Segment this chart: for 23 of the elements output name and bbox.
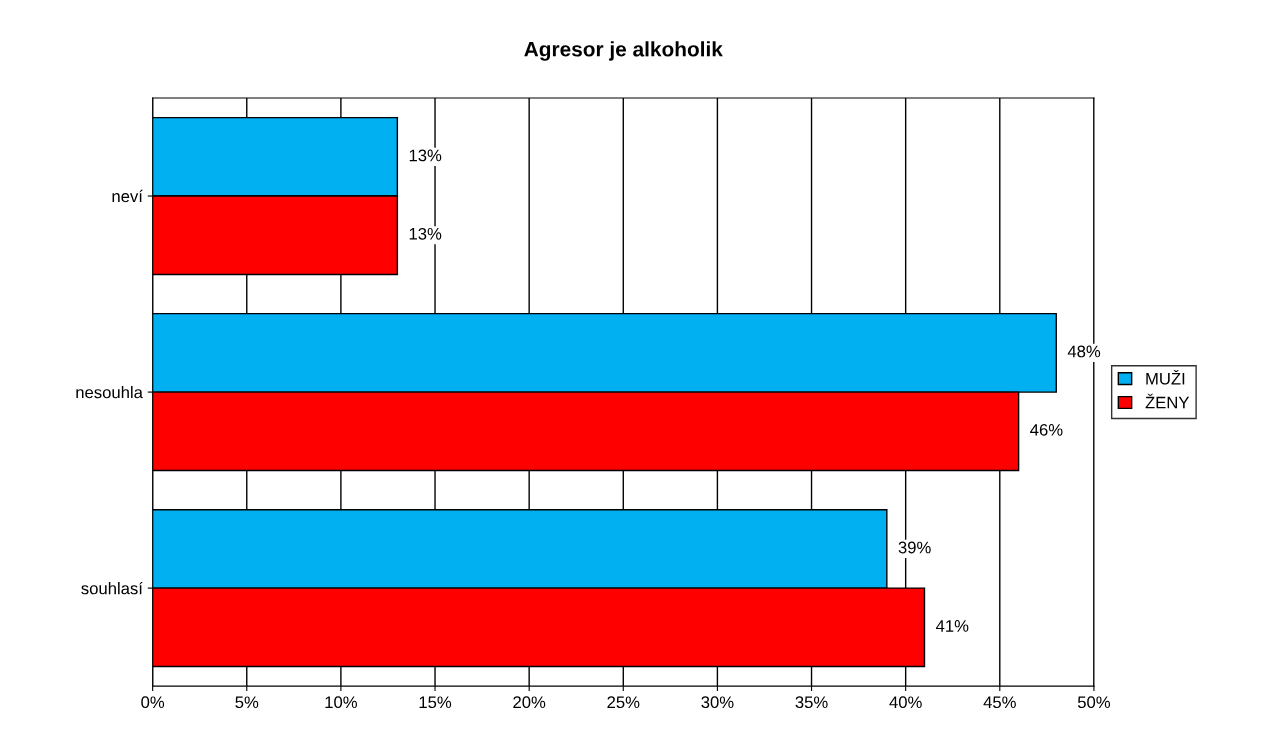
x-tick-label: 0% <box>141 696 165 709</box>
x-tick-label: 10% <box>325 696 357 709</box>
x-tick-label: 40% <box>889 696 922 709</box>
data-label: 41% <box>935 620 969 632</box>
legend-label: ŽENY <box>1145 393 1190 409</box>
x-tick-label: 50% <box>1077 696 1111 709</box>
x-tick-label: 35% <box>795 696 828 709</box>
chart-title: Agresor je alkoholik <box>524 41 723 61</box>
data-label: 13% <box>409 149 442 162</box>
data-label: 13% <box>409 227 442 240</box>
y-tick-label: souhlasí <box>81 581 143 595</box>
x-tick-label: 45% <box>983 696 1016 709</box>
x-tick-label: 20% <box>513 696 546 709</box>
legend-label: MUŽI <box>1146 369 1185 385</box>
y-tick-label: neví <box>112 189 143 203</box>
y-tick-label: nesouhla <box>76 386 143 399</box>
x-tick-label: 30% <box>701 696 734 709</box>
data-label: 39% <box>898 541 931 554</box>
x-tick-label: 25% <box>607 696 640 709</box>
data-label: 48% <box>1067 345 1101 358</box>
data-label: 46% <box>1030 423 1063 436</box>
x-tick-label: 5% <box>235 696 259 709</box>
x-tick-label: 15% <box>419 696 452 709</box>
